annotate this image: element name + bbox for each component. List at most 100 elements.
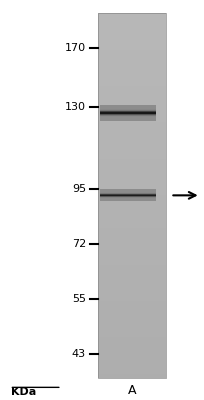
Bar bbox=[98, 243, 166, 246]
Bar bbox=[98, 137, 166, 141]
Bar bbox=[98, 199, 166, 203]
Bar bbox=[98, 345, 166, 348]
Bar bbox=[98, 119, 166, 122]
Bar bbox=[98, 148, 166, 152]
Bar bbox=[98, 181, 166, 184]
Bar bbox=[98, 75, 166, 79]
Bar bbox=[98, 276, 166, 279]
Bar bbox=[98, 279, 166, 283]
Bar bbox=[98, 13, 166, 378]
Bar bbox=[98, 268, 166, 272]
Bar bbox=[98, 264, 166, 268]
Bar bbox=[98, 28, 166, 31]
Text: A: A bbox=[128, 384, 136, 397]
Bar bbox=[98, 338, 166, 341]
Bar bbox=[98, 297, 166, 301]
Bar bbox=[98, 122, 166, 126]
Bar bbox=[98, 214, 166, 217]
Bar bbox=[98, 359, 166, 363]
Bar bbox=[98, 334, 166, 338]
Bar bbox=[98, 170, 166, 174]
Bar bbox=[98, 79, 166, 82]
Bar bbox=[98, 224, 166, 228]
Text: 130: 130 bbox=[65, 102, 86, 112]
Bar bbox=[98, 363, 166, 367]
Bar bbox=[98, 210, 166, 214]
Bar bbox=[98, 46, 166, 50]
Bar bbox=[98, 239, 166, 243]
Bar bbox=[98, 64, 166, 68]
Bar bbox=[98, 60, 166, 64]
Bar bbox=[98, 82, 166, 86]
Bar bbox=[98, 31, 166, 35]
Bar bbox=[98, 24, 166, 28]
Bar bbox=[98, 134, 166, 137]
Bar bbox=[98, 228, 166, 232]
Bar bbox=[98, 374, 166, 378]
Bar bbox=[98, 283, 166, 286]
Text: 55: 55 bbox=[72, 294, 86, 304]
Bar bbox=[98, 308, 166, 312]
Text: KDa: KDa bbox=[11, 387, 37, 397]
Text: 170: 170 bbox=[65, 44, 86, 54]
Bar bbox=[98, 203, 166, 206]
Bar bbox=[98, 370, 166, 374]
Bar bbox=[98, 305, 166, 308]
Bar bbox=[98, 72, 166, 75]
Bar bbox=[98, 312, 166, 316]
Bar bbox=[98, 93, 166, 97]
Bar bbox=[98, 257, 166, 261]
Bar bbox=[98, 319, 166, 323]
Bar bbox=[98, 57, 166, 60]
Bar bbox=[98, 221, 166, 224]
Bar bbox=[98, 286, 166, 290]
Bar bbox=[98, 174, 166, 177]
Bar bbox=[98, 35, 166, 39]
Bar bbox=[98, 152, 166, 155]
Bar bbox=[98, 101, 166, 104]
Bar bbox=[98, 367, 166, 370]
Bar bbox=[98, 188, 166, 192]
Bar bbox=[98, 290, 166, 294]
Bar bbox=[98, 86, 166, 90]
Bar bbox=[98, 162, 166, 166]
Bar bbox=[98, 352, 166, 356]
Bar bbox=[98, 104, 166, 108]
Bar bbox=[98, 13, 166, 17]
Bar bbox=[98, 326, 166, 330]
Bar bbox=[98, 159, 166, 162]
Bar bbox=[98, 254, 166, 257]
Bar bbox=[98, 17, 166, 20]
Bar bbox=[98, 272, 166, 276]
Bar bbox=[98, 50, 166, 53]
Bar bbox=[98, 341, 166, 345]
Bar bbox=[98, 184, 166, 188]
Bar bbox=[98, 246, 166, 250]
Bar bbox=[98, 20, 166, 24]
Bar bbox=[98, 301, 166, 305]
Bar bbox=[98, 316, 166, 319]
Bar bbox=[98, 356, 166, 359]
Bar bbox=[98, 232, 166, 236]
Bar bbox=[98, 195, 166, 199]
Bar bbox=[98, 144, 166, 148]
Bar bbox=[98, 130, 166, 134]
Bar bbox=[98, 206, 166, 210]
Text: 72: 72 bbox=[72, 239, 86, 249]
Bar bbox=[98, 330, 166, 334]
Bar bbox=[98, 294, 166, 297]
Bar bbox=[98, 53, 166, 57]
Bar bbox=[98, 68, 166, 72]
Bar bbox=[98, 166, 166, 170]
Text: 43: 43 bbox=[72, 349, 86, 359]
Bar bbox=[98, 126, 166, 130]
Bar bbox=[98, 261, 166, 264]
Bar bbox=[98, 97, 166, 101]
Bar bbox=[98, 115, 166, 119]
Bar bbox=[98, 177, 166, 181]
Bar bbox=[98, 348, 166, 352]
Bar bbox=[98, 250, 166, 254]
Bar bbox=[98, 108, 166, 112]
Bar bbox=[98, 42, 166, 46]
Bar bbox=[98, 141, 166, 144]
